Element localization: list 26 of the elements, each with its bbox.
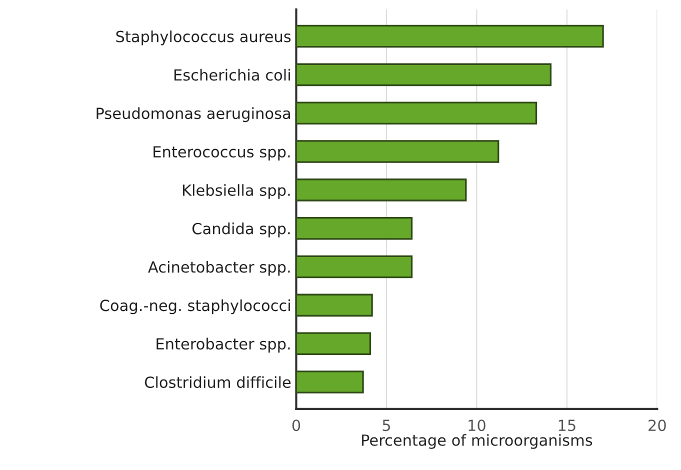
- bar: [296, 216, 413, 240]
- bar: [296, 102, 538, 125]
- y-tick-label: Coag.-neg. staphylococci: [100, 299, 290, 314]
- bar: [296, 140, 500, 163]
- x-tick-label: 20: [648, 420, 666, 432]
- x-tick-label: 5: [382, 420, 390, 432]
- y-tick-label: Enterococcus spp.: [154, 146, 290, 161]
- y-tick-label: Clostridium difficile: [144, 376, 291, 388]
- y-tick-label: Escherichia coli: [174, 68, 290, 81]
- x-axis-title: Percentage of microorganisms: [362, 434, 592, 449]
- bar: [296, 63, 552, 86]
- x-tick-label: 10: [468, 420, 486, 432]
- y-tick-label: Pseudomonas aeruginosa: [96, 107, 290, 122]
- bar: [296, 255, 413, 278]
- bar: [296, 24, 604, 48]
- y-tick-label: Klebsiella spp.: [182, 184, 290, 199]
- y-tick-label: Staphylococcus aureus: [116, 30, 291, 46]
- bar: [296, 294, 373, 317]
- bar: [296, 178, 467, 202]
- x-tick-label: 0: [292, 420, 300, 432]
- y-tick-label: Candida spp.: [192, 222, 290, 238]
- bar: [296, 332, 372, 355]
- bar: [296, 370, 364, 394]
- y-tick-label: Enterobacter spp.: [156, 338, 290, 353]
- x-tick-label: 15: [558, 420, 576, 432]
- y-tick-label: Acinetobacter spp.: [148, 260, 290, 276]
